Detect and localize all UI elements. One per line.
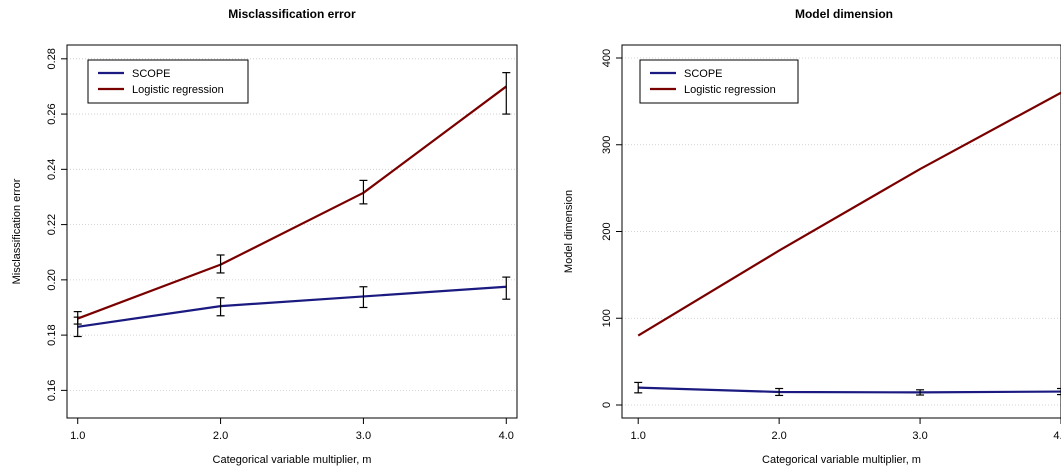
x-tick-label: 2.0 [771, 430, 786, 442]
legend-entry: SCOPE [684, 68, 723, 80]
y-tick-label: 300 [601, 136, 613, 154]
y-tick-label: 0.16 [46, 380, 58, 401]
legend-entry: Logistic regression [684, 84, 776, 96]
series-line-logistic-regression [637, 91, 1061, 337]
series-line-logistic-regression [77, 85, 507, 320]
x-axis-label: Categorical variable multiplier, m [213, 454, 372, 466]
y-tick-label: 0.20 [46, 269, 58, 290]
legend-entry: Logistic regression [132, 84, 224, 96]
plot-frame [66, 44, 518, 419]
legend-box [639, 59, 799, 104]
x-axis-label: Categorical variable multiplier, m [762, 454, 921, 466]
y-tick-label: 400 [601, 49, 613, 67]
y-tick-label: 0.26 [46, 103, 58, 124]
legend-entry: SCOPE [132, 68, 171, 80]
chart-title: Model dimension [795, 7, 893, 21]
y-tick-label: 200 [601, 222, 613, 240]
y-tick-label: 0.24 [46, 159, 58, 180]
x-tick-label: 1.0 [70, 430, 85, 442]
x-tick-label: 4.0 [499, 430, 514, 442]
y-tick-label: 0.18 [46, 324, 58, 345]
series-line-scope [638, 386, 1061, 394]
y-tick-label: 0 [601, 402, 613, 408]
y-tick-label: 0.22 [46, 214, 58, 235]
legend-box [87, 59, 249, 104]
x-tick-label: 1.0 [631, 430, 646, 442]
series-line-scope [77, 285, 507, 328]
x-tick-label: 3.0 [356, 430, 371, 442]
y-axis-label: Misclassification error [11, 178, 23, 284]
x-tick-label: 3.0 [912, 430, 927, 442]
x-tick-label: 2.0 [213, 430, 228, 442]
chart-title: Misclassification error [228, 7, 356, 21]
y-axis-label: Model dimension [563, 190, 575, 273]
y-tick-label: 100 [601, 309, 613, 327]
x-tick-label: 4.0 [1053, 430, 1061, 442]
y-tick-label: 0.28 [46, 48, 58, 69]
